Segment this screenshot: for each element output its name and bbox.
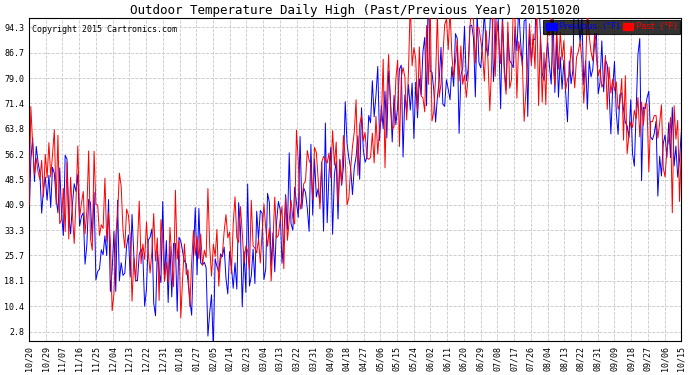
Legend: Previous  (°F), Past  (°F): Previous (°F), Past (°F) [544, 20, 680, 34]
Title: Outdoor Temperature Daily High (Past/Previous Year) 20151020: Outdoor Temperature Daily High (Past/Pre… [130, 4, 580, 17]
Text: Copyright 2015 Cartronics.com: Copyright 2015 Cartronics.com [32, 25, 177, 34]
